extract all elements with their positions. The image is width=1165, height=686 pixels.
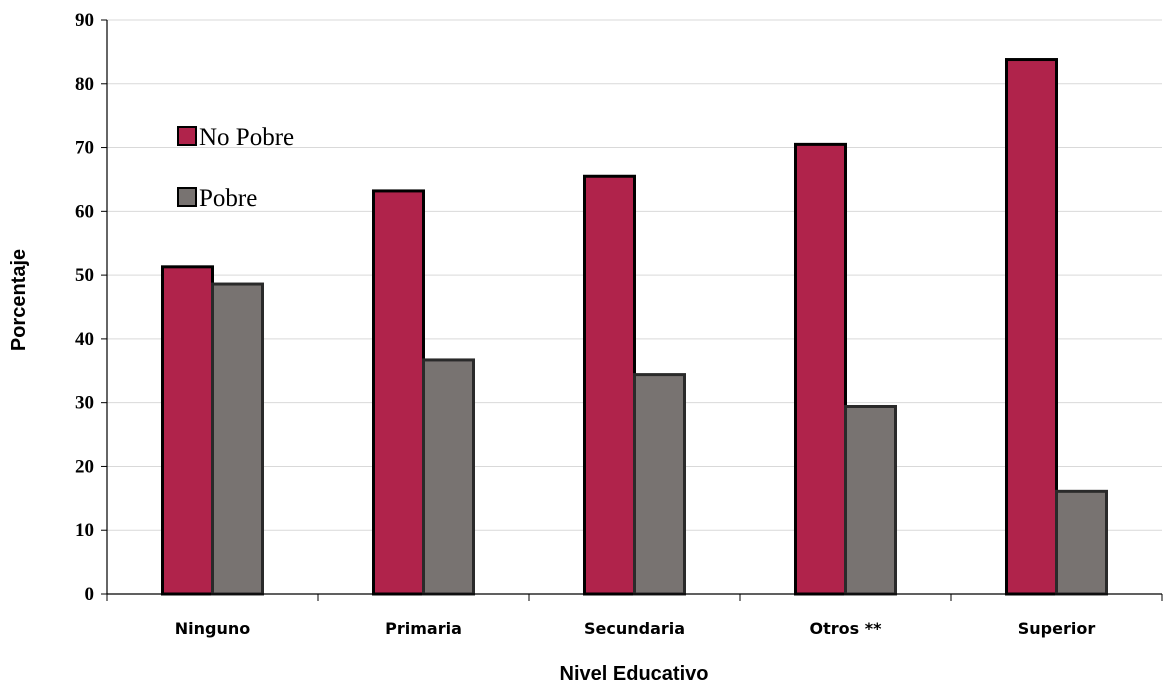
y-tick-label: 10: [75, 520, 94, 541]
x-tick-label: Ninguno: [175, 619, 251, 638]
x-tick-label: Otros **: [810, 619, 883, 638]
y-tick-label: 70: [75, 138, 94, 159]
bar-pobre: [635, 375, 685, 594]
y-tick-label: 20: [75, 456, 94, 477]
y-tick-label: 40: [75, 329, 94, 350]
bar-no-pobre: [374, 191, 424, 594]
legend-swatch: [178, 188, 196, 206]
x-tick-label: Primaria: [385, 619, 462, 638]
bar-pobre: [424, 360, 474, 594]
y-tick-label: 50: [75, 265, 94, 286]
y-tick-label: 0: [85, 584, 95, 605]
bar-pobre: [846, 406, 896, 594]
legend-label: Pobre: [199, 185, 257, 212]
y-tick-label: 90: [75, 10, 94, 31]
x-tick-label: Superior: [1018, 619, 1096, 638]
legend: No Pobre Pobre: [178, 124, 294, 212]
y-tick-label: 30: [75, 393, 94, 414]
bar-no-pobre: [796, 144, 846, 594]
y-tick-label: 80: [75, 74, 94, 95]
x-tick-labels: Ninguno Primaria Secundaria Otros ** Superio…: [175, 619, 1096, 638]
bar-pobre: [1057, 491, 1107, 594]
bar-pobre: [213, 284, 263, 594]
y-axis-title: Porcentaje: [8, 249, 30, 351]
bar-no-pobre: [585, 176, 635, 594]
bar-no-pobre: [163, 267, 213, 594]
bar-no-pobre: [1007, 60, 1057, 594]
legend-label: No Pobre: [199, 124, 294, 151]
legend-swatch: [178, 127, 196, 145]
bars: [163, 60, 1107, 594]
x-tick-label: Secundaria: [584, 619, 685, 638]
y-tick-labels: 0 10 20 30 40 50 60 70 80 90: [75, 10, 107, 605]
y-tick-label: 60: [75, 201, 94, 222]
x-axis-title: Nivel Educativo: [560, 663, 709, 685]
